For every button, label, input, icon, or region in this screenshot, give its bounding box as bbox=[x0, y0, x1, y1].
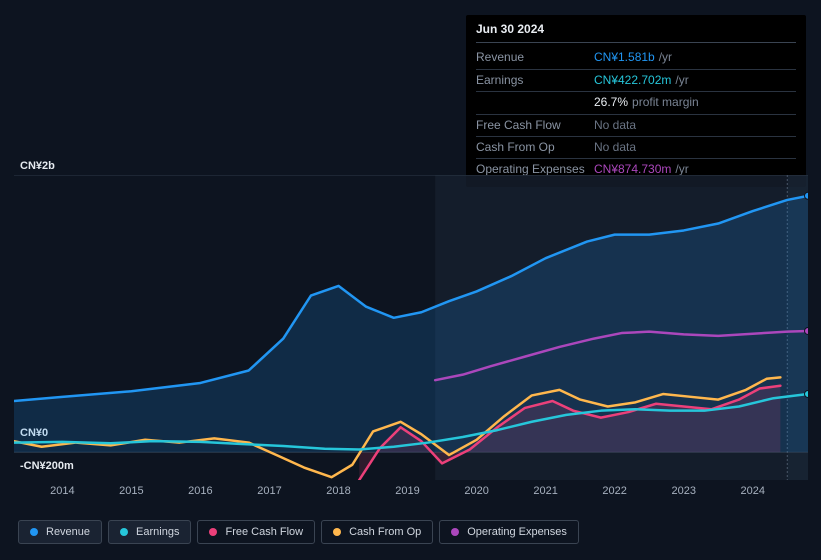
x-axis-tick: 2021 bbox=[533, 485, 557, 497]
tooltip-row-value: CN¥1.581b bbox=[594, 50, 655, 64]
legend-item-opex[interactable]: Operating Expenses bbox=[439, 520, 579, 544]
tooltip-row-cfo: Cash From OpNo data bbox=[476, 137, 796, 159]
x-axis-tick: 2022 bbox=[602, 485, 626, 497]
x-axis-tick: 2024 bbox=[741, 485, 765, 497]
legend-item-earnings[interactable]: Earnings bbox=[108, 520, 191, 544]
x-axis-tick: 2020 bbox=[464, 485, 488, 497]
legend-item-label: Operating Expenses bbox=[467, 526, 567, 538]
tooltip-row-label: Revenue bbox=[476, 49, 594, 66]
x-axis-tick: 2014 bbox=[50, 485, 74, 497]
x-axis-tick: 2018 bbox=[326, 485, 350, 497]
tooltip-row-earnings: EarningsCN¥422.702m/yr bbox=[476, 70, 796, 92]
legend-item-label: Free Cash Flow bbox=[225, 526, 303, 538]
legend-dot-icon bbox=[209, 528, 217, 536]
x-axis-tick: 2023 bbox=[671, 485, 695, 497]
tooltip-row-suffix: /yr bbox=[659, 50, 672, 64]
x-axis-tick: 2019 bbox=[395, 485, 419, 497]
tooltip-row-label: Free Cash Flow bbox=[476, 117, 594, 134]
chart-plot-area[interactable] bbox=[14, 175, 808, 480]
tooltip-row-value: CN¥422.702m bbox=[594, 73, 671, 87]
tooltip-title: Jun 30 2024 bbox=[476, 21, 796, 43]
tooltip-row-value: 26.7% bbox=[594, 95, 628, 109]
tooltip-row-revenue: RevenueCN¥1.581b/yr bbox=[476, 47, 796, 69]
legend-dot-icon bbox=[120, 528, 128, 536]
tooltip-row-suffix: profit margin bbox=[632, 95, 699, 109]
tooltip-row-suffix: /yr bbox=[675, 73, 688, 87]
legend-item-revenue[interactable]: Revenue bbox=[18, 520, 102, 544]
legend-dot-icon bbox=[451, 528, 459, 536]
tooltip-row-label bbox=[476, 94, 594, 111]
x-axis-tick: 2015 bbox=[119, 485, 143, 497]
tooltip-row-nodata: No data bbox=[594, 118, 636, 132]
legend-dot-icon bbox=[30, 528, 38, 536]
legend-item-label: Earnings bbox=[136, 526, 179, 538]
tooltip-row-fcf: Free Cash FlowNo data bbox=[476, 115, 796, 137]
tooltip-row-label: Cash From Op bbox=[476, 139, 594, 156]
legend-dot-icon bbox=[333, 528, 341, 536]
legend-item-label: Cash From Op bbox=[349, 526, 421, 538]
tooltip-row-nodata: No data bbox=[594, 140, 636, 154]
y-axis-label: CN¥2b bbox=[20, 160, 55, 172]
chart-legend: Revenue Earnings Free Cash Flow Cash From O… bbox=[18, 520, 579, 544]
legend-item-fcf[interactable]: Free Cash Flow bbox=[197, 520, 315, 544]
x-axis-tick: 2016 bbox=[188, 485, 212, 497]
series-end-dot-operating_expenses bbox=[805, 327, 809, 334]
legend-item-label: Revenue bbox=[46, 526, 90, 538]
series-end-dot-earnings bbox=[805, 391, 809, 398]
series-end-dot-revenue bbox=[805, 192, 809, 199]
tooltip-row-profit_margin: 26.7% profit margin bbox=[476, 92, 796, 114]
financials-chart: Jun 30 2024RevenueCN¥1.581b/yrEarningsCN… bbox=[0, 0, 821, 560]
x-axis-tick: 2017 bbox=[257, 485, 281, 497]
chart-tooltip: Jun 30 2024RevenueCN¥1.581b/yrEarningsCN… bbox=[466, 15, 806, 187]
legend-item-cfo[interactable]: Cash From Op bbox=[321, 520, 433, 544]
tooltip-row-label: Earnings bbox=[476, 72, 594, 89]
